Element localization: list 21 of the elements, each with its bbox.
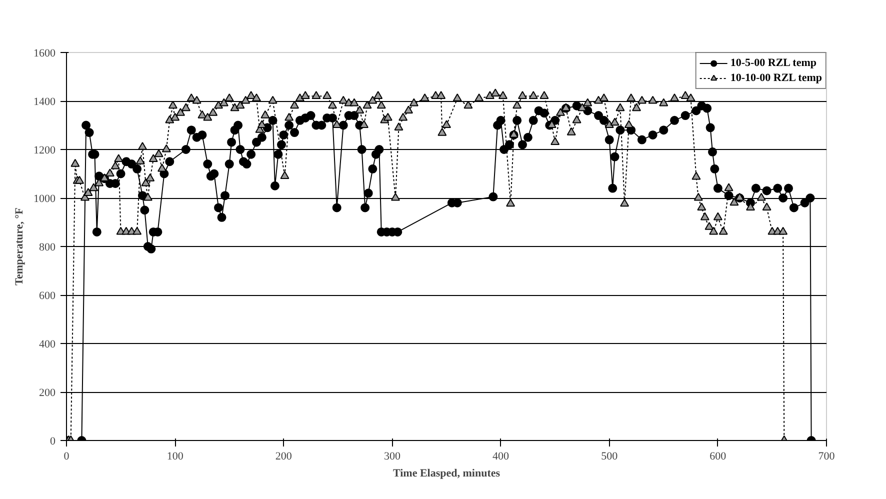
x-tick-label: 100: [166, 450, 184, 462]
y-tick-label: 0: [50, 436, 56, 448]
x-tick-label: 500: [601, 450, 618, 462]
x-axis-title: Time Elasped, minutes: [392, 468, 501, 480]
x-tick-label: 200: [275, 450, 292, 462]
x-tick-label: 0: [64, 450, 70, 462]
y-tick-label: 200: [39, 387, 56, 399]
y-tick-label: 400: [39, 338, 56, 350]
legend-label: 10-10-00 RZL temp: [730, 71, 822, 85]
y-tick-label: 800: [39, 242, 56, 254]
x-tick-label: 600: [710, 450, 727, 462]
legend-label: 10-5-00 RZL temp: [730, 56, 816, 70]
y-tick-label: 1600: [34, 48, 56, 60]
y-tick-label: 1000: [34, 193, 56, 205]
x-tick-label: 700: [818, 450, 836, 462]
x-tick-label: 300: [384, 450, 401, 462]
y-axis-title: Temperature, °F: [14, 207, 26, 286]
y-tick-label: 1200: [34, 144, 56, 156]
y-tick-label: 1400: [34, 96, 56, 108]
x-tick-label: 400: [492, 450, 510, 462]
y-tick-label: 600: [39, 290, 56, 302]
